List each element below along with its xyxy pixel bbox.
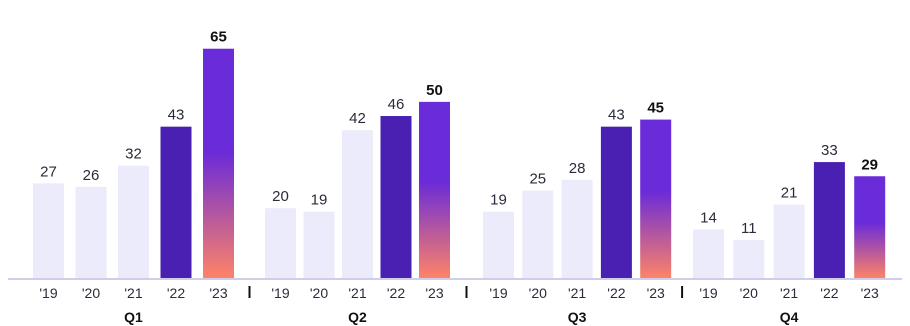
bar-q1-2020: [75, 186, 107, 279]
value-label: 29: [861, 156, 878, 173]
bar-q2-2023: [419, 101, 450, 279]
bar-q2-2022: [380, 116, 412, 280]
group-label-q1: Q1: [124, 309, 143, 325]
bar-q2-2019: [265, 208, 296, 279]
bar-q4-2022: [813, 162, 845, 279]
value-label: 28: [569, 160, 586, 177]
x-tick-label: '19: [39, 285, 57, 301]
x-tick-label: '23: [647, 285, 665, 301]
bar-q4-2021: [773, 204, 805, 279]
value-label: 43: [168, 107, 185, 124]
value-label: 33: [821, 142, 838, 159]
bar-q3-2019: [483, 211, 514, 279]
bar-q3-2020: [522, 190, 554, 279]
x-tick-label: '21: [124, 285, 142, 301]
x-tick-label: '19: [489, 285, 507, 301]
x-tick-label: '21: [568, 285, 586, 301]
value-label: 65: [210, 29, 227, 46]
x-tick-label: '20: [82, 285, 100, 301]
value-label: 20: [272, 188, 289, 205]
value-label: 27: [40, 163, 57, 180]
x-tick-label: '22: [387, 285, 405, 301]
x-tick-label: '22: [607, 285, 625, 301]
x-tick-label: '20: [529, 285, 547, 301]
x-tick-label: '23: [425, 285, 443, 301]
bars-layer: [33, 48, 886, 280]
x-tick-label: '22: [167, 285, 185, 301]
bar-q1-2021: [118, 165, 149, 279]
value-label: 19: [490, 192, 507, 209]
value-label: 26: [83, 167, 100, 184]
value-label: 43: [608, 107, 625, 124]
bar-q4-2023: [854, 176, 886, 279]
group-label-q3: Q3: [568, 309, 587, 325]
value-label: 50: [426, 82, 443, 99]
group-label-q4: Q4: [780, 309, 799, 325]
value-label: 46: [388, 96, 405, 113]
bar-q2-2021: [342, 130, 373, 279]
x-tick-label: '19: [271, 285, 289, 301]
value-label: 14: [700, 209, 717, 226]
labels-layer: 27 '19 26 '20 32 '21 43 '22 65 '23 Q1 20 '19 19 '20 42 '…: [39, 29, 879, 325]
x-tick-label: '20: [740, 285, 758, 301]
bar-q4-2020: [733, 240, 765, 279]
x-tick-label: '23: [209, 285, 227, 301]
bar-q1-2023: [203, 48, 234, 279]
bar-q3-2023: [640, 119, 672, 279]
value-label: 21: [781, 185, 798, 202]
value-label: 45: [647, 100, 664, 117]
group-label-q2: Q2: [348, 309, 367, 325]
value-label: 11: [741, 220, 757, 237]
bar-q3-2022: [600, 126, 632, 280]
x-tick-label: '22: [820, 285, 838, 301]
x-tick-label: '21: [348, 285, 366, 301]
value-label: 19: [311, 192, 328, 209]
bar-q2-2020: [303, 211, 335, 279]
value-label: 32: [125, 146, 142, 163]
value-label: 25: [529, 170, 546, 187]
value-label: 42: [349, 110, 366, 127]
bar-q1-2022: [160, 126, 192, 280]
bar-q1-2019: [33, 183, 64, 279]
x-tick-label: '21: [780, 285, 798, 301]
x-tick-label: '20: [310, 285, 328, 301]
bar-q3-2021: [561, 179, 593, 279]
x-tick-label: '19: [699, 285, 717, 301]
x-tick-label: '23: [861, 285, 879, 301]
bar-q4-2019: [693, 229, 724, 279]
